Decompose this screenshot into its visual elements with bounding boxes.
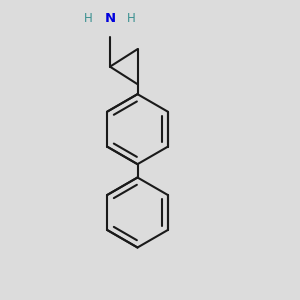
Text: H: H [84, 13, 93, 26]
Text: N: N [104, 13, 116, 26]
Text: H: H [127, 13, 136, 26]
